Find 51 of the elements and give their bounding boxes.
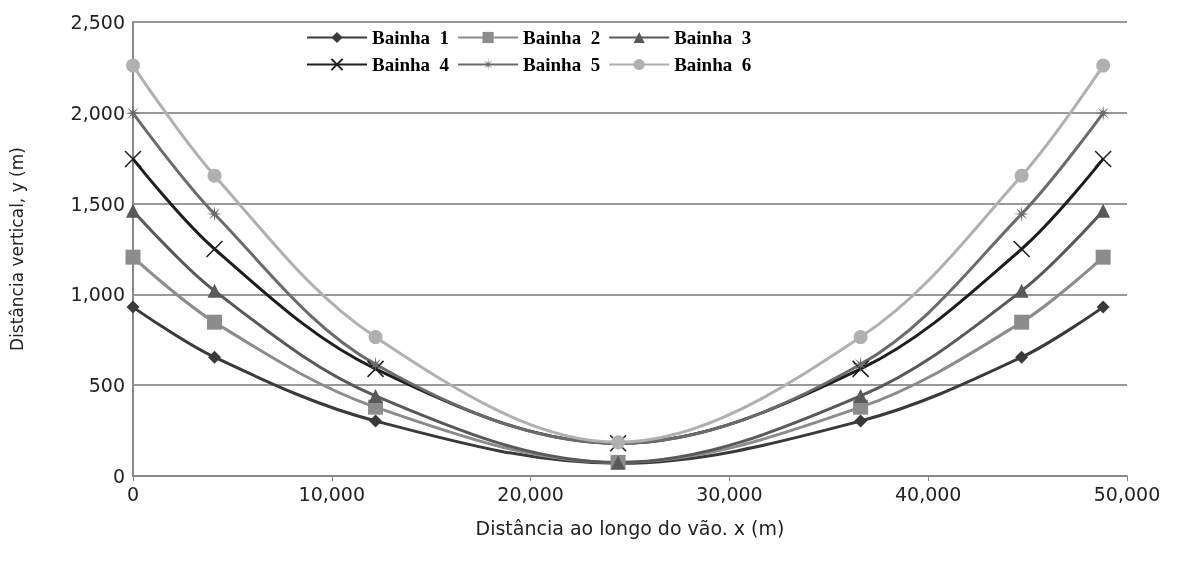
x-tick-label: 20,000 xyxy=(497,482,564,505)
legend-label: Bainha 6 xyxy=(674,54,752,75)
point xyxy=(1014,168,1029,183)
y-tick-label: 1,500 xyxy=(70,192,125,215)
point xyxy=(851,360,870,378)
point xyxy=(1095,249,1111,265)
x-tick-label: 30,000 xyxy=(696,482,763,505)
point xyxy=(1012,240,1031,258)
point xyxy=(126,58,140,73)
legend-label: Bainha 5 xyxy=(523,54,601,75)
point xyxy=(1096,58,1111,73)
x-tick-label: 0 xyxy=(126,482,140,505)
point xyxy=(367,356,384,373)
point xyxy=(207,168,222,183)
point xyxy=(125,249,141,265)
point xyxy=(1096,300,1110,314)
legend-label: Bainha 3 xyxy=(674,27,752,48)
x-axis-title: Distância ao longo do vão. x (m) xyxy=(475,516,785,539)
point xyxy=(366,360,385,378)
point xyxy=(853,388,868,403)
point xyxy=(1014,314,1030,330)
point xyxy=(853,330,868,345)
point xyxy=(126,300,140,314)
point xyxy=(208,350,222,364)
point xyxy=(1095,105,1112,122)
y-tick-label: 2,000 xyxy=(70,101,125,124)
y-tick-label: 0 xyxy=(112,465,125,487)
point xyxy=(205,240,224,258)
x-tick-label: 50,000 xyxy=(1093,482,1161,505)
point xyxy=(1014,283,1029,298)
point xyxy=(207,314,223,330)
point xyxy=(852,356,869,373)
point xyxy=(124,150,142,168)
y-tick-label: 2,500 xyxy=(70,11,125,33)
point xyxy=(1094,150,1112,168)
point xyxy=(369,414,383,428)
point xyxy=(1015,350,1029,364)
legend-label: Bainha 4 xyxy=(372,54,450,75)
legend-label: Bainha 2 xyxy=(523,27,601,48)
legend-label: Bainha 1 xyxy=(372,27,450,48)
x-tick-label: 40,000 xyxy=(894,482,962,505)
point xyxy=(368,330,383,345)
point xyxy=(1096,203,1111,218)
y-tick-label: 1,000 xyxy=(70,283,125,306)
point xyxy=(854,414,868,428)
y-tick-label: 500 xyxy=(88,374,125,397)
point xyxy=(368,388,383,403)
point xyxy=(126,203,140,218)
x-tick-label: 10,000 xyxy=(298,482,366,505)
point xyxy=(207,283,222,298)
y-axis-title: Distância vertical, y (m) xyxy=(6,147,27,351)
